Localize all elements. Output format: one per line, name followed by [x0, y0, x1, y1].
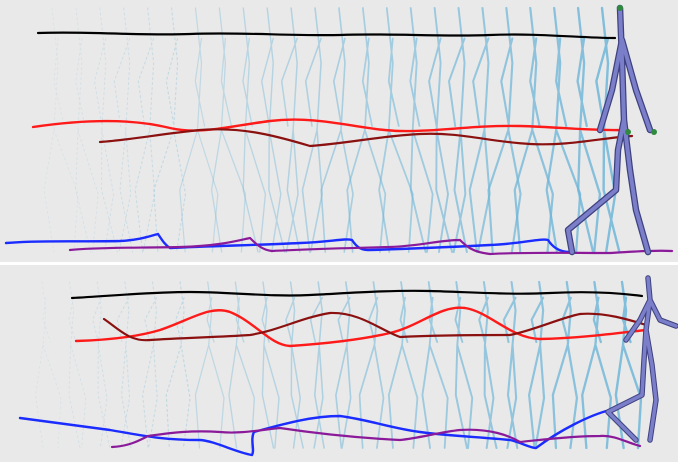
ghost-skeleton-frame: [142, 281, 158, 449]
top-left-hand-trail: [98, 128, 634, 148]
ghost-skeleton-frame: [75, 7, 99, 253]
ghost-skeleton-frame: [528, 280, 546, 450]
ghost-skeleton-frame: [261, 7, 286, 253]
top-ghost-skeletons: [43, 6, 621, 254]
hand-joint-marker: [625, 129, 631, 135]
hand-joint-marker: [651, 129, 657, 135]
top-left-foot-trail: [68, 236, 674, 256]
top-right-hand-trail: [31, 118, 630, 133]
ghost-skeleton-frame: [113, 7, 134, 253]
top-right-foot-trail: [4, 232, 572, 254]
ghost-skeleton-frame: [153, 7, 187, 253]
bottom-panel: [0, 265, 678, 462]
bottom-right-foot-trail: [18, 394, 640, 457]
ghost-skeleton-frame: [280, 7, 301, 253]
top-final-skeleton: [564, 4, 657, 256]
ghost-skeleton-frame: [513, 6, 554, 254]
top-panel: [0, 0, 678, 262]
ghost-skeleton-frame: [68, 281, 87, 449]
ghost-skeleton-frame: [309, 281, 325, 449]
ghost-skeleton-frame: [43, 7, 79, 253]
bottom-right-hand-trail: [74, 306, 648, 348]
ghost-skeleton-frame: [320, 7, 354, 253]
ghost-skeleton-frame: [448, 7, 468, 253]
ghost-skeleton-frame: [134, 7, 156, 253]
ghost-skeleton-frame: [335, 281, 352, 449]
ghost-skeleton-frame: [487, 6, 522, 254]
bottom-left-hand-trail: [102, 311, 648, 342]
ghost-skeleton-frame: [358, 281, 385, 449]
ghost-skeleton-frame: [346, 7, 387, 253]
bottom-left-foot-trail: [110, 426, 642, 449]
ghost-skeleton-frame: [93, 7, 118, 253]
ghost-skeleton-frame: [92, 281, 111, 449]
ghost-skeleton-frame: [35, 281, 62, 449]
bottom-head-trail: [70, 289, 644, 300]
bottom-final-skeleton: [605, 275, 678, 443]
panel-separator: [0, 262, 678, 265]
head-joint-marker: [617, 5, 623, 11]
top-head-trail: [36, 31, 617, 40]
